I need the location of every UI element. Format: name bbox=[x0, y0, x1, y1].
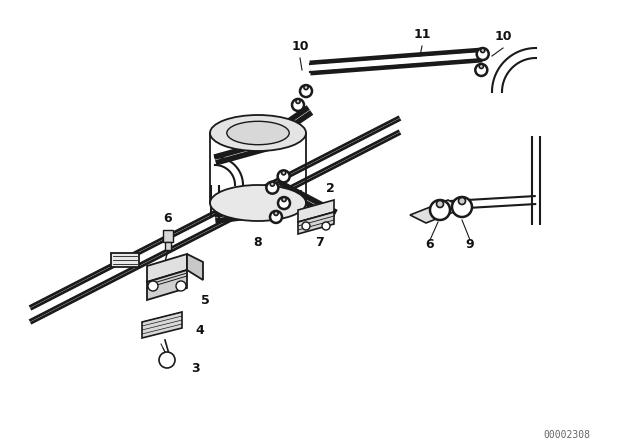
Circle shape bbox=[148, 281, 158, 291]
Text: 10: 10 bbox=[494, 30, 512, 43]
Circle shape bbox=[270, 211, 282, 223]
Circle shape bbox=[458, 198, 465, 204]
Text: 5: 5 bbox=[200, 293, 209, 306]
Circle shape bbox=[282, 171, 285, 175]
Circle shape bbox=[436, 201, 444, 207]
Ellipse shape bbox=[227, 121, 289, 145]
Circle shape bbox=[479, 64, 483, 69]
Bar bbox=[163, 230, 173, 242]
Circle shape bbox=[159, 352, 175, 368]
Circle shape bbox=[452, 197, 472, 217]
Circle shape bbox=[274, 211, 278, 215]
Text: 3: 3 bbox=[191, 362, 199, 375]
Circle shape bbox=[304, 86, 308, 90]
Circle shape bbox=[270, 182, 275, 186]
Circle shape bbox=[296, 99, 300, 103]
Polygon shape bbox=[298, 212, 334, 234]
Circle shape bbox=[266, 181, 278, 194]
Circle shape bbox=[278, 170, 290, 182]
Text: 7: 7 bbox=[316, 236, 324, 249]
Text: 8: 8 bbox=[253, 236, 262, 249]
Circle shape bbox=[278, 197, 290, 209]
Polygon shape bbox=[410, 200, 464, 223]
Circle shape bbox=[300, 85, 312, 97]
Polygon shape bbox=[298, 200, 334, 222]
Circle shape bbox=[430, 200, 450, 220]
Circle shape bbox=[322, 222, 330, 230]
Bar bbox=[111, 253, 139, 267]
Text: 00002308: 00002308 bbox=[543, 430, 590, 440]
Bar bbox=[165, 242, 171, 250]
Circle shape bbox=[476, 64, 487, 76]
Text: 2: 2 bbox=[326, 181, 334, 194]
Circle shape bbox=[481, 48, 484, 52]
Text: 6: 6 bbox=[426, 238, 435, 251]
Text: 9: 9 bbox=[466, 238, 474, 251]
Text: 10: 10 bbox=[291, 40, 308, 53]
Text: 4: 4 bbox=[196, 323, 204, 336]
Circle shape bbox=[292, 99, 304, 111]
Polygon shape bbox=[187, 254, 203, 280]
Polygon shape bbox=[142, 312, 182, 338]
Ellipse shape bbox=[210, 115, 306, 151]
Text: 6: 6 bbox=[164, 211, 172, 224]
Ellipse shape bbox=[210, 185, 306, 221]
Circle shape bbox=[477, 48, 489, 60]
Circle shape bbox=[302, 222, 310, 230]
Polygon shape bbox=[147, 254, 187, 282]
Circle shape bbox=[282, 198, 286, 202]
Circle shape bbox=[176, 281, 186, 291]
Text: 11: 11 bbox=[413, 28, 431, 41]
Text: 1: 1 bbox=[296, 189, 305, 202]
Polygon shape bbox=[147, 270, 187, 300]
